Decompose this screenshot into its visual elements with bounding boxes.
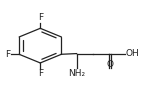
Text: F: F [38,69,43,78]
Text: O: O [106,60,113,69]
Text: F: F [38,13,43,22]
Text: NH₂: NH₂ [68,69,85,78]
Text: F: F [5,50,10,59]
Text: OH: OH [125,49,139,58]
